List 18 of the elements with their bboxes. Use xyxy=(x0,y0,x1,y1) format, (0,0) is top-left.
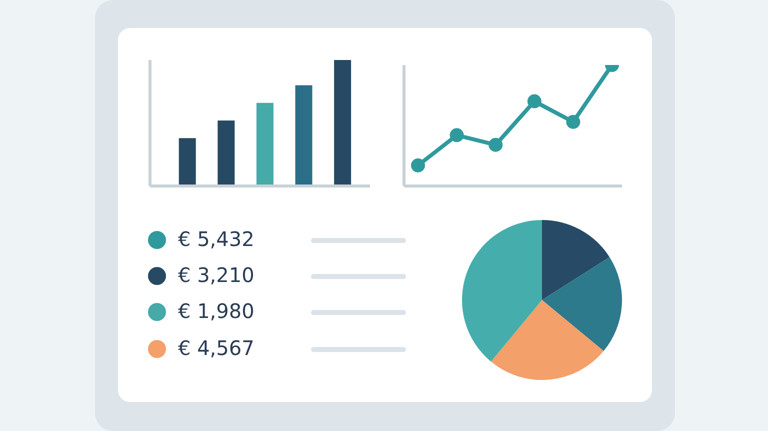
pie-slice xyxy=(462,220,542,362)
text: € 5,432 xyxy=(178,227,254,251)
point xyxy=(411,158,425,172)
pie-slice xyxy=(542,220,610,300)
text: € 1,980 xyxy=(178,299,254,323)
text: € 4,567 xyxy=(178,336,254,360)
bar xyxy=(178,138,196,186)
text: € 3,210 xyxy=(178,263,254,287)
point xyxy=(488,138,503,152)
point xyxy=(527,94,542,108)
point xyxy=(450,128,464,142)
bar xyxy=(334,60,352,186)
bar xyxy=(295,85,312,186)
bar xyxy=(218,120,235,186)
pie-slice xyxy=(542,257,622,351)
point xyxy=(566,114,580,129)
pie-slice xyxy=(491,300,604,380)
bar xyxy=(256,102,274,186)
